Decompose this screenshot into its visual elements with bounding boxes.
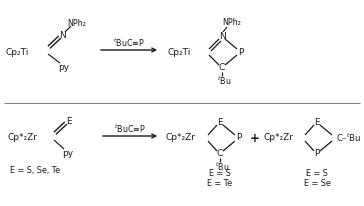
Text: E = S, Se, Te: E = S, Se, Te: [10, 165, 60, 174]
Text: E = Te: E = Te: [207, 179, 233, 187]
Text: $^{t}$BuC≡P: $^{t}$BuC≡P: [113, 37, 145, 49]
Text: NPh₂: NPh₂: [222, 18, 241, 27]
Text: C–$^{t}$Bu: C–$^{t}$Bu: [336, 132, 361, 144]
Text: $^{t}$Bu: $^{t}$Bu: [215, 161, 229, 173]
Text: NPh₂: NPh₂: [68, 19, 86, 27]
Text: Cp₂Ti: Cp₂Ti: [5, 48, 28, 56]
Text: E: E: [217, 117, 223, 126]
Text: N: N: [59, 30, 66, 40]
Text: py: py: [63, 149, 74, 158]
Text: Cp₂Ti: Cp₂Ti: [168, 48, 191, 56]
Text: Cp*₂Zr: Cp*₂Zr: [8, 133, 38, 143]
Text: E: E: [66, 117, 72, 125]
Text: Cp*₂Zr: Cp*₂Zr: [263, 133, 293, 143]
Text: N: N: [219, 32, 225, 41]
Text: P: P: [238, 48, 244, 56]
Text: +: +: [250, 131, 260, 144]
Text: $^{t}$BuC≡P: $^{t}$BuC≡P: [114, 123, 146, 135]
Text: P: P: [314, 150, 320, 158]
Text: E = S: E = S: [209, 170, 231, 179]
Text: py: py: [59, 62, 70, 71]
Text: Cp*₂Zr: Cp*₂Zr: [166, 133, 196, 143]
Text: P: P: [236, 133, 242, 143]
Text: $^{t}$Bu: $^{t}$Bu: [217, 75, 231, 87]
Text: E: E: [314, 117, 320, 126]
Text: E = S: E = S: [306, 170, 328, 179]
Text: C: C: [217, 150, 223, 158]
Text: E = Se: E = Se: [304, 179, 331, 187]
Text: C: C: [219, 63, 225, 73]
